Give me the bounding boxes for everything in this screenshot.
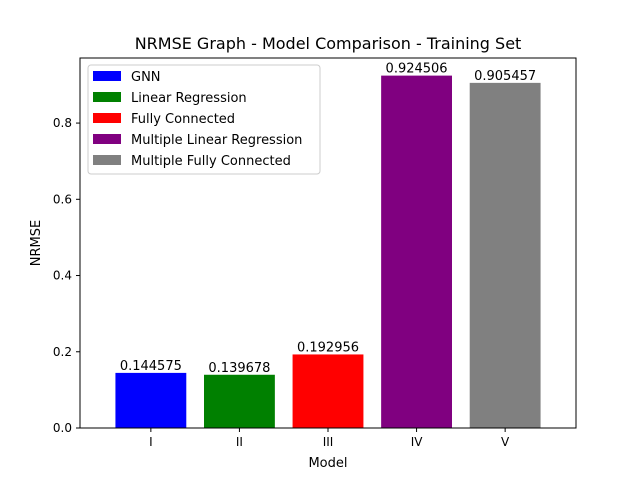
x-tick-label: II: [236, 435, 243, 449]
bar-III: [292, 354, 364, 428]
x-axis-label: Model: [308, 456, 347, 471]
bar-value-label: 0.905457: [474, 69, 536, 84]
legend-entry-label: Multiple Linear Regression: [131, 133, 302, 148]
bar-II: [204, 374, 275, 428]
bar-value-label: 0.192956: [297, 340, 359, 355]
x-tick-label: IV: [411, 435, 424, 449]
legend-swatch: [93, 113, 121, 123]
x-tick-label: III: [323, 435, 334, 449]
bar-IV: [381, 75, 452, 429]
y-axis-label: NRMSE: [29, 220, 44, 266]
axes-frame: [79, 57, 577, 429]
legend-entry-label: Fully Connected: [131, 112, 235, 127]
legend-swatch: [93, 134, 121, 144]
legend-swatch: [93, 92, 121, 102]
x-tick-label: I: [149, 435, 153, 449]
y-tick-label: 0.2: [53, 345, 72, 359]
bar-value-label: 0.139678: [208, 361, 270, 376]
y-tick-label: 0.6: [53, 192, 72, 206]
legend-swatch: [93, 71, 121, 81]
bar-V: [469, 82, 541, 429]
bar-I: [115, 372, 187, 428]
legend-box: [87, 64, 321, 175]
bar-value-label: 0.924506: [386, 62, 448, 77]
legend-entry-label: GNN: [131, 70, 161, 85]
legend-entry-label: Multiple Fully Connected: [131, 154, 291, 169]
y-tick-label: 0.4: [53, 269, 72, 283]
plot-area: 0.144575 I 0.139678 II 0.192956 III 0.924506 IV…: [53, 62, 541, 449]
bar-value-label: 0.144575: [120, 359, 182, 374]
x-tick-label: V: [501, 435, 510, 449]
y-tick-label: 0.8: [53, 116, 72, 130]
legend-swatch: [93, 155, 121, 165]
legend-entry-label: Linear Regression: [131, 91, 247, 106]
chart-title: NRMSE Graph - Model Comparison - Trainin…: [135, 34, 522, 53]
y-tick-label: 0.0: [53, 421, 72, 435]
legend: GNN Linear Regression Fully Connected Multi…: [87, 64, 321, 175]
